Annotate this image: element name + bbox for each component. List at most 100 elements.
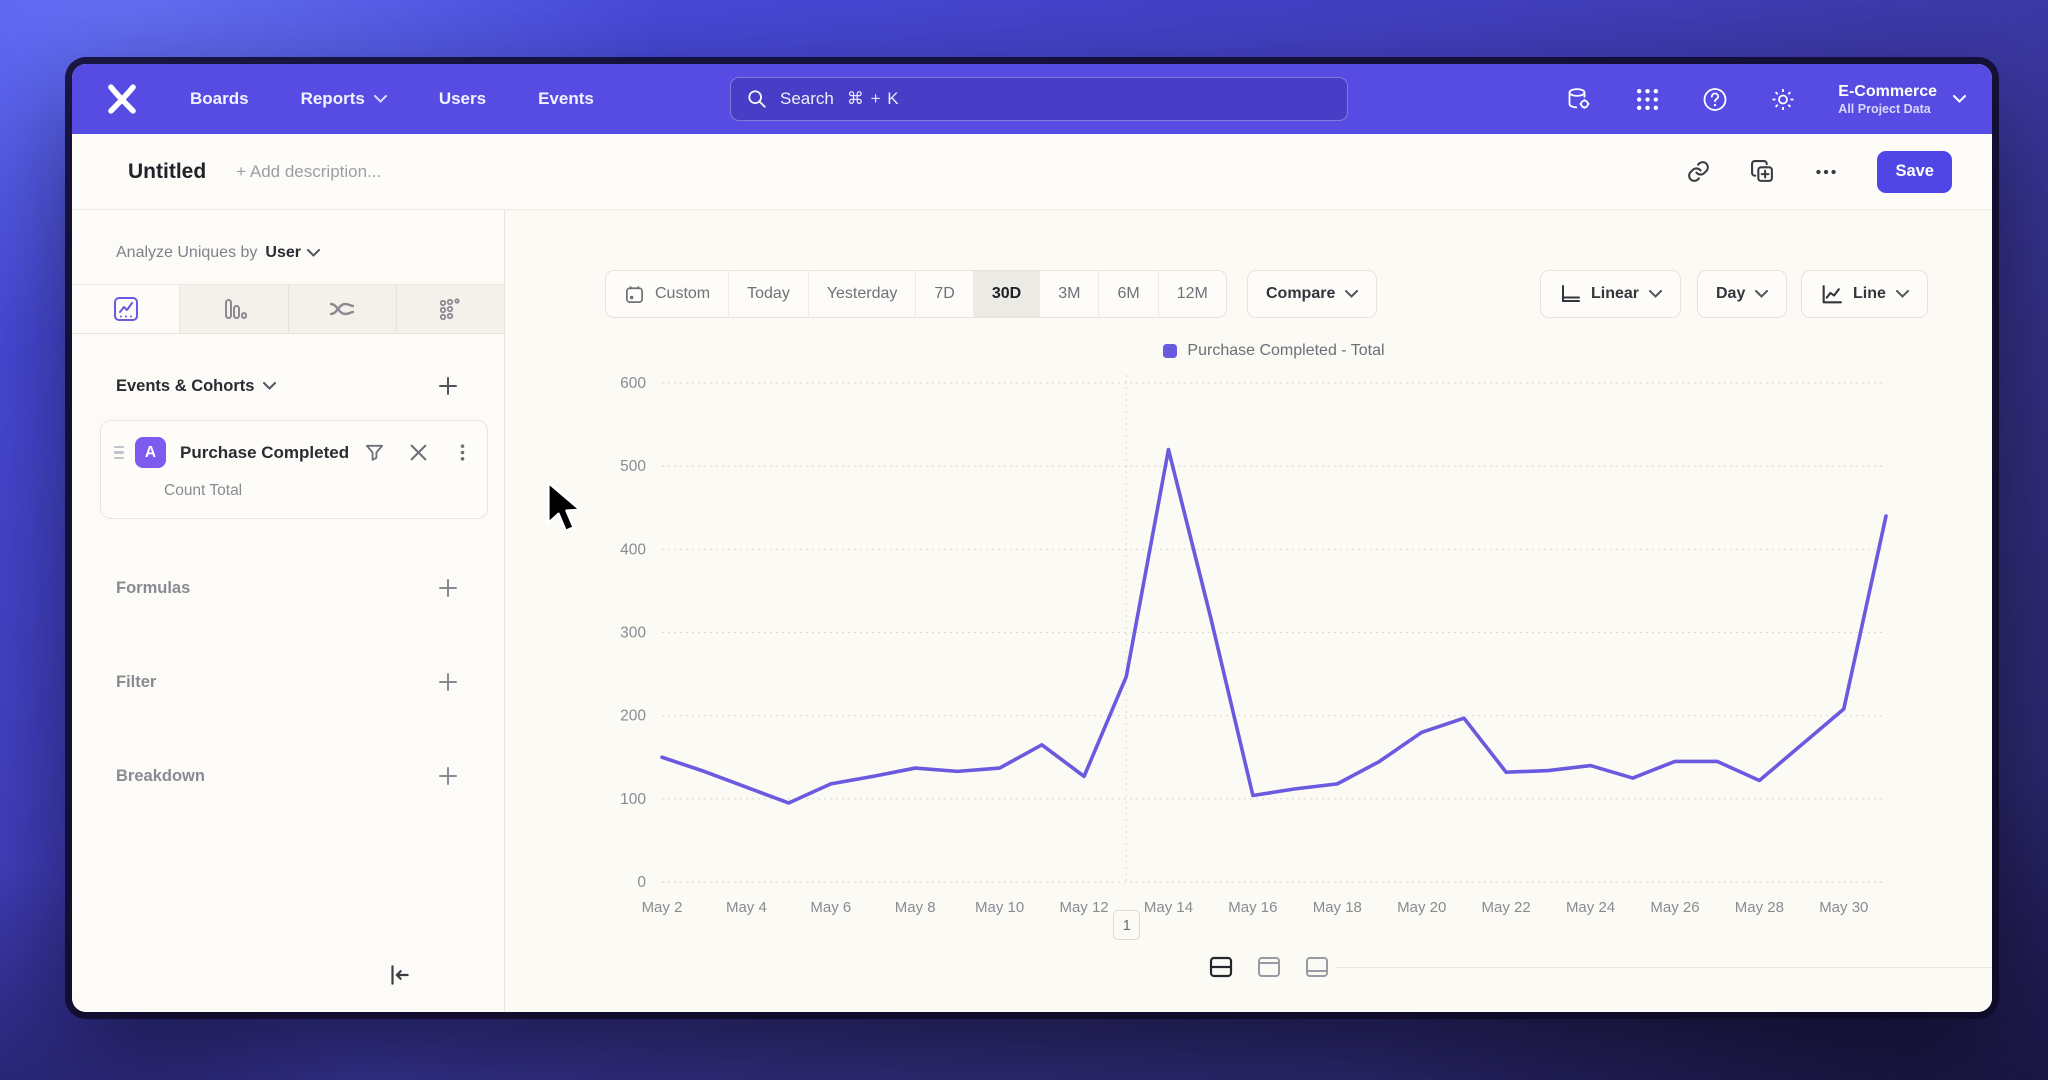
events-cohorts-title[interactable]: Events & Cohorts <box>116 376 277 396</box>
range-yesterday[interactable]: Yesterday <box>809 271 917 317</box>
range-7d[interactable]: 7D <box>916 271 974 317</box>
nav-item-reports[interactable]: Reports <box>301 89 387 109</box>
settings-gear-icon[interactable] <box>1770 86 1796 112</box>
event-more-options-icon[interactable] <box>451 442 473 464</box>
chevron-down-icon <box>307 249 320 257</box>
visualization-tabs <box>72 284 504 334</box>
query-sidebar: Analyze Uniques by User <box>72 210 505 1012</box>
breakdown-row: Breakdown <box>116 753 460 799</box>
report-title-bar: Untitled + Add description... Save <box>72 134 1992 210</box>
collapse-sidebar-icon[interactable] <box>386 962 414 990</box>
remove-event-icon[interactable] <box>407 442 429 464</box>
range-today[interactable]: Today <box>729 271 809 317</box>
top-nav: Boards Reports Users Events Search ⌘ + K <box>72 64 1992 134</box>
event-metric[interactable]: Count Total <box>164 482 243 499</box>
calendar-icon <box>626 285 643 303</box>
add-breakdown-button[interactable] <box>436 764 460 788</box>
search-input[interactable]: Search ⌘ + K <box>730 77 1348 121</box>
svg-text:May 26: May 26 <box>1650 899 1699 916</box>
layout-toggle-group <box>1203 946 1335 988</box>
help-icon[interactable] <box>1702 86 1728 112</box>
svg-text:May 14: May 14 <box>1144 899 1193 916</box>
range-6m[interactable]: 6M <box>1099 271 1159 317</box>
layout-panel-bottom-button[interactable] <box>1299 946 1335 988</box>
events-cohorts-header: Events & Cohorts <box>116 374 460 398</box>
range-label: Custom <box>655 285 711 302</box>
line-chart-icon <box>1822 284 1842 303</box>
nav-item-users[interactable]: Users <box>439 89 486 109</box>
tab-retention-grid[interactable] <box>396 285 504 333</box>
more-options-icon[interactable] <box>1813 159 1839 185</box>
drag-handle-icon[interactable] <box>111 445 127 460</box>
range-30d[interactable]: 30D <box>973 271 1041 317</box>
analyze-value: User <box>265 244 301 261</box>
search-shortcut: ⌘ + K <box>846 89 900 108</box>
filter-event-icon[interactable] <box>363 442 385 464</box>
formulas-row: Formulas <box>116 565 460 611</box>
range-custom[interactable]: Custom <box>606 271 730 317</box>
svg-text:100: 100 <box>620 791 646 808</box>
tab-insights-line[interactable] <box>72 285 181 333</box>
duplicate-icon[interactable] <box>1749 159 1775 185</box>
add-event-button[interactable] <box>436 374 460 398</box>
events-cohorts-label: Events & Cohorts <box>116 376 255 395</box>
nav-item-label: Events <box>538 89 594 108</box>
chevron-down-icon <box>1649 290 1663 298</box>
footer-divider <box>1335 967 1992 968</box>
layout-panel-top-button[interactable] <box>1251 946 1287 988</box>
project-selector[interactable]: E-Commerce All Project Data <box>1838 82 1966 116</box>
range-label: Today <box>747 285 790 302</box>
range-label: 30D <box>991 285 1022 302</box>
pagination-chip[interactable]: 1 <box>1113 910 1141 940</box>
range-3m[interactable]: 3M <box>1040 271 1100 317</box>
nav-item-boards[interactable]: Boards <box>190 89 249 109</box>
mixpanel-logo-icon[interactable] <box>102 79 142 119</box>
svg-text:May 16: May 16 <box>1228 899 1277 916</box>
chart-type-line-button[interactable]: Line <box>1801 270 1928 318</box>
svg-text:May 2: May 2 <box>642 899 683 916</box>
nav-item-label: Reports <box>300 89 365 108</box>
save-button[interactable]: Save <box>1877 150 1952 193</box>
scale-linear-button[interactable]: Linear <box>1540 270 1682 318</box>
nav-menu: Boards Reports Users Events <box>190 89 594 109</box>
apps-grid-icon[interactable] <box>1634 86 1660 112</box>
svg-text:300: 300 <box>620 625 646 642</box>
layout-split-rows-button[interactable] <box>1203 946 1239 988</box>
chart-legend[interactable]: Purchase Completed - Total <box>662 342 1886 360</box>
breakdown-label: Breakdown <box>116 766 205 785</box>
interval-day-button[interactable]: Day <box>1697 270 1788 318</box>
svg-text:200: 200 <box>620 708 646 725</box>
tab-flows[interactable] <box>288 285 397 333</box>
add-formula-button[interactable] <box>436 576 460 600</box>
range-label: 12M <box>1176 285 1208 302</box>
report-title[interactable]: Untitled <box>128 159 207 183</box>
range-label: 3M <box>1058 285 1081 302</box>
nav-item-label: Boards <box>190 89 249 108</box>
svg-text:May 4: May 4 <box>726 899 767 916</box>
chart-panel: Custom Today Yesterday 7D 30D 3M 6M 12M … <box>505 210 1992 1012</box>
copy-link-icon[interactable] <box>1685 159 1711 185</box>
add-filter-button[interactable] <box>436 670 460 694</box>
range-12m[interactable]: 12M <box>1159 271 1226 317</box>
chevron-down-icon <box>1895 290 1909 298</box>
compare-button[interactable]: Compare <box>1247 270 1378 318</box>
svg-text:May 24: May 24 <box>1566 899 1615 916</box>
nav-item-events[interactable]: Events <box>538 89 594 109</box>
tab-bar-chart[interactable] <box>180 285 289 333</box>
add-description-field[interactable]: + Add description... <box>236 161 382 181</box>
svg-text:May 8: May 8 <box>895 899 936 916</box>
data-management-icon[interactable] <box>1566 86 1592 112</box>
svg-text:500: 500 <box>620 458 646 475</box>
svg-text:600: 600 <box>620 375 646 392</box>
compare-label: Compare <box>1266 285 1336 302</box>
svg-text:May 6: May 6 <box>810 899 851 916</box>
search-placeholder: Search <box>780 89 834 108</box>
svg-text:May 22: May 22 <box>1482 899 1531 916</box>
scale-label: Linear <box>1591 285 1640 302</box>
svg-text:May 30: May 30 <box>1819 899 1868 916</box>
analyze-value-dropdown[interactable]: User <box>265 244 320 262</box>
event-name[interactable]: Purchase Completed <box>180 442 350 462</box>
event-card-purchase-completed[interactable]: A Purchase Completed <box>100 420 488 519</box>
line-chart[interactable]: 0 100 200 300 400 500 600 May 2 May 4 May 6 May 8 M… <box>592 365 1972 965</box>
svg-text:May 28: May 28 <box>1735 899 1784 916</box>
